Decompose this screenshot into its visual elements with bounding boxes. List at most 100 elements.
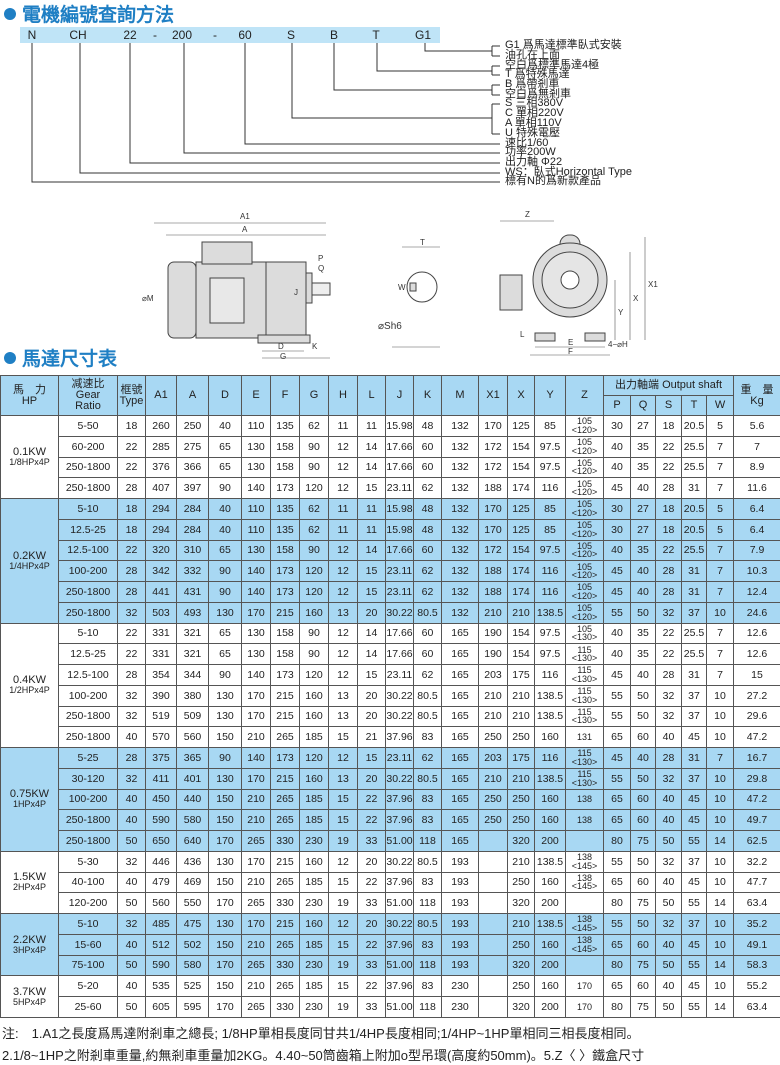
code-legend-item: 標有N的爲新款產品 xyxy=(505,175,601,187)
table-cell: 60 xyxy=(630,726,656,748)
table-cell: 80 xyxy=(603,830,631,852)
code-leader-lines xyxy=(31,43,500,183)
hp-sub: 1/2HPx4P xyxy=(9,685,50,696)
table-cell: 40 xyxy=(117,933,146,956)
table-cell: 49.7 xyxy=(733,809,780,831)
table-cell: 7 xyxy=(705,539,735,562)
table-cell: 140 xyxy=(241,664,271,686)
table-cell: 37.96 xyxy=(385,809,414,831)
table-cell: 130 xyxy=(208,601,242,624)
table-cell: 509 xyxy=(176,705,209,728)
table-cell: 110 xyxy=(241,498,271,520)
table-cell: 130 xyxy=(208,684,242,707)
table-cell: 50 xyxy=(630,913,656,935)
table-cell: 35 xyxy=(630,456,656,479)
table-cell: 132 xyxy=(441,560,479,582)
table-cell: 150 xyxy=(208,933,242,956)
table-cell: 116 xyxy=(534,664,566,686)
table-cell: 7 xyxy=(705,622,735,645)
table-cell: 116 xyxy=(534,581,566,603)
table-cell: 65 xyxy=(603,809,631,831)
table-cell: 35 xyxy=(630,435,656,458)
table-cell: 158 xyxy=(270,435,300,458)
table-cell: 75 xyxy=(630,830,656,852)
table-cell: 446 xyxy=(145,850,177,873)
code-part: 22 xyxy=(123,28,137,42)
table-cell: 250-1800 xyxy=(58,830,118,852)
table-cell: 485 xyxy=(145,913,177,935)
code-legend-item: A 單相110V xyxy=(505,117,562,129)
table-cell: 14 xyxy=(357,539,386,562)
table-cell: 30 xyxy=(603,415,631,437)
table-cell: 12 xyxy=(328,560,358,582)
table-cell: 7 xyxy=(705,456,735,479)
dim-label-j: J xyxy=(294,288,298,297)
hp-sub: 2HPx4P xyxy=(12,882,47,893)
table-cell: 110 xyxy=(241,415,271,437)
table-cell: 380 xyxy=(176,684,209,707)
table-row: 100-200 40 450 440 150 210 265 185 15 22 37.96 83 16… xyxy=(1,788,780,811)
table-cell: 50 xyxy=(117,830,146,852)
table-cell: 65 xyxy=(603,788,631,811)
table-cell: 12 xyxy=(328,539,358,562)
table-cell: 132 xyxy=(441,456,479,479)
table-cell: 450 xyxy=(145,788,177,811)
note-line-2: 2.1/8~1HP之附剎車重量,約無剎車重量加2KG。4.40~50筒齒箱上附加… xyxy=(2,1048,645,1063)
table-cell: 80.5 xyxy=(413,601,442,624)
table-cell: 115 <130> xyxy=(565,705,604,728)
table-cell: 32.2 xyxy=(733,850,780,873)
table-cell: 215 xyxy=(270,684,300,707)
hp-kw: 0.75KW xyxy=(9,788,50,801)
table-cell: 18 xyxy=(655,415,682,437)
table-cell: 45 xyxy=(681,726,707,748)
table-row: 12.5-100 28 354 344 90 140 173 120 12 15 23.11 62 16… xyxy=(1,664,780,686)
table-cell: 14 xyxy=(705,996,735,1018)
table-cell: 40 xyxy=(630,560,656,582)
table-cell: 30.22 xyxy=(385,913,414,935)
table-cell: 165 xyxy=(441,788,479,811)
table-cell: 250 xyxy=(478,726,508,748)
table-cell: 332 xyxy=(176,560,209,582)
dim-label-g: G xyxy=(280,352,286,360)
table-cell: 436 xyxy=(176,850,209,873)
table-cell: 503 xyxy=(145,601,177,624)
table-cell: 32 xyxy=(655,684,682,707)
table-row: 0.1KW 1/8HPx4P 5-50 18 260 250 40 110 135 62 11 11 1… xyxy=(0,415,780,499)
table-cell: 32 xyxy=(655,913,682,935)
table-cell: 519 xyxy=(145,705,177,728)
table-cell: 47.7 xyxy=(733,871,780,894)
table-cell: 250 xyxy=(507,726,535,748)
table-cell: 260 xyxy=(145,415,177,437)
table-cell: 22 xyxy=(357,788,386,811)
table-cell: 7 xyxy=(733,435,780,458)
table-cell: 28 xyxy=(655,560,682,582)
table-cell: 10 xyxy=(705,975,735,997)
table-cell: 62 xyxy=(413,581,442,603)
table-cell: 10 xyxy=(705,726,735,748)
table-cell: 250-1800 xyxy=(58,726,118,748)
table-cell: 342 xyxy=(145,560,177,582)
table-cell: 15 xyxy=(357,560,386,582)
code-legend-item: T 爲特殊馬達 xyxy=(505,68,570,80)
table-cell: 10 xyxy=(705,871,735,894)
table-cell: 80.5 xyxy=(413,767,442,790)
table-cell: 50 xyxy=(655,830,682,852)
table-cell: 12 xyxy=(328,581,358,603)
table-cell: 20 xyxy=(357,684,386,707)
table-cell: 174 xyxy=(507,560,535,582)
table-cell: 170 xyxy=(478,498,508,520)
table-cell: 62 xyxy=(413,664,442,686)
header-gear-ratio: 减速比 Gear Ratio xyxy=(58,375,118,416)
header-y: Y xyxy=(534,375,566,416)
table-cell: 294 xyxy=(145,498,177,520)
table-cell: 250 xyxy=(176,415,209,437)
table-cell: 14 xyxy=(705,954,735,977)
table-cell: 62 xyxy=(299,415,329,437)
table-cell: 560 xyxy=(176,726,209,748)
table-cell: 120 xyxy=(299,560,329,582)
table-cell: 15 xyxy=(328,933,358,956)
table-cell: 28 xyxy=(655,477,682,499)
table-cell: 37 xyxy=(681,601,707,624)
table-cell: 250-1800 xyxy=(58,581,118,603)
table-cell: 590 xyxy=(145,809,177,831)
